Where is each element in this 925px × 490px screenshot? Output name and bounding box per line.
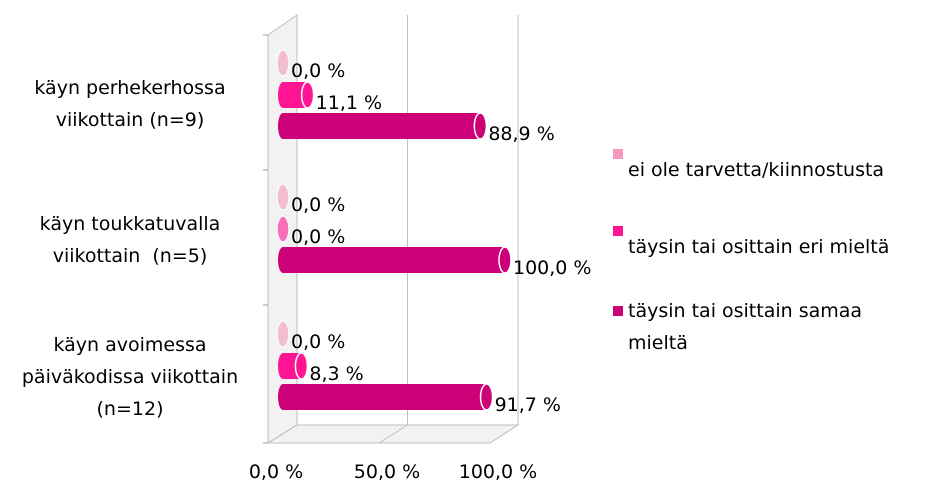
bar-body (283, 113, 481, 139)
value-label: 91,7 % (495, 394, 561, 416)
bar (278, 383, 494, 411)
legend-label: täysin tai osittain eri mieltä (628, 236, 890, 258)
bar (278, 81, 315, 109)
category-label: käyn avoimessa päiväkodissa viikottain (… (21, 334, 251, 420)
legend-swatch (613, 226, 623, 236)
value-label: 0,0 % (291, 331, 345, 353)
bar-start (278, 384, 288, 410)
bar-end (300, 81, 315, 109)
value-label: 100,0 % (513, 257, 592, 279)
legend-swatch (613, 149, 623, 159)
x-tick-label: 0,0 % (249, 461, 303, 483)
bar-end (276, 49, 290, 77)
bar-end (473, 112, 488, 140)
bar-start (278, 353, 288, 379)
grid-line (489, 424, 519, 444)
bar (278, 352, 309, 380)
grid-line (378, 424, 408, 444)
bar (276, 183, 290, 211)
category-label: käyn perhekerhossa viikottain (n=9) (34, 77, 232, 131)
bar (276, 49, 290, 77)
bar (276, 320, 290, 348)
value-label: 0,0 % (291, 226, 345, 248)
legend-swatch (613, 306, 623, 316)
bar (278, 246, 512, 274)
x-tick-label: 50,0 % (354, 461, 420, 483)
bar-end (276, 215, 290, 243)
bar-start (278, 247, 288, 273)
bar-body (283, 384, 487, 410)
grid-line (267, 424, 298, 444)
bar-end (276, 183, 290, 211)
legend-label: täysin tai osittain samaa mieltä (628, 300, 863, 354)
bar-body (283, 247, 505, 273)
bar-end (479, 383, 494, 411)
category-label: käyn toukkatuvalla viikottain (n=5) (39, 213, 227, 267)
value-label: 8,3 % (309, 363, 363, 385)
bar-start (278, 82, 288, 108)
value-label: 0,0 % (291, 194, 345, 216)
bar (276, 215, 290, 243)
value-label: 0,0 % (291, 60, 345, 82)
bar-end (276, 320, 290, 348)
x-tick-label: 100,0 % (459, 461, 538, 483)
value-label: 11,1 % (316, 92, 382, 114)
bar-end (498, 246, 512, 274)
bar-end (294, 352, 309, 380)
bar (278, 112, 488, 140)
bar-start (278, 113, 288, 139)
legend-label: ei ole tarvetta/kiinnostusta (628, 159, 885, 181)
value-label: 88,9 % (488, 123, 554, 145)
